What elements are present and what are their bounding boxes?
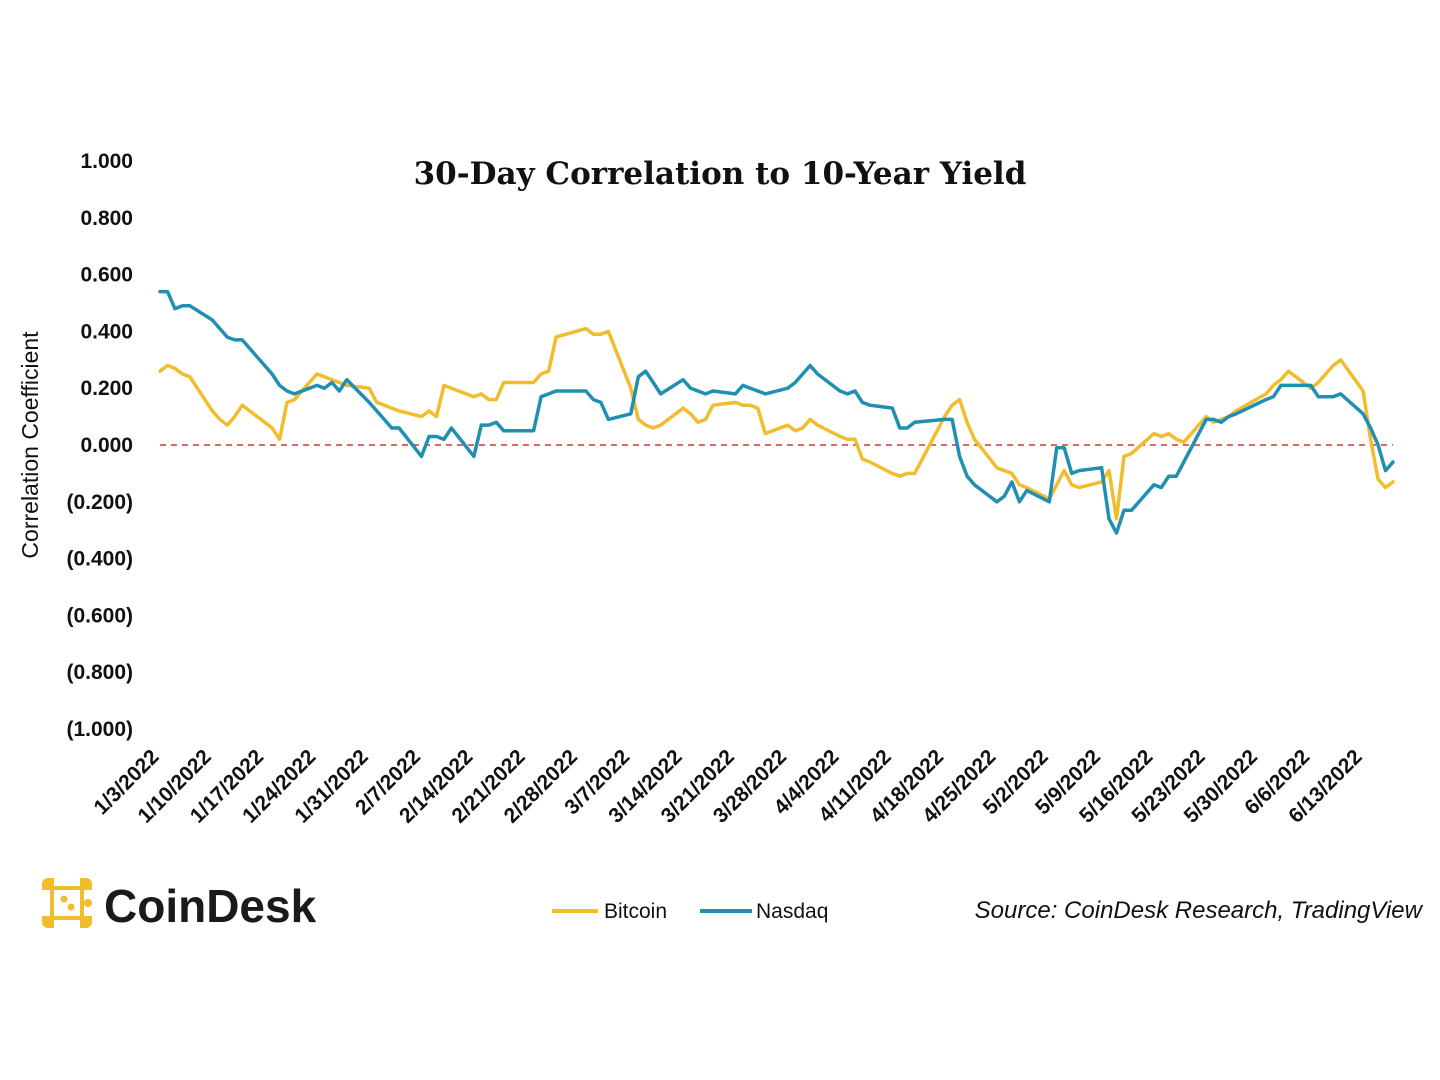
y-tick-label: 0.800 [80, 207, 133, 230]
coindesk-wordmark: CoinDesk [104, 880, 317, 932]
series-line-nasdaq [158, 289, 1395, 535]
y-tick-label: (0.400) [66, 548, 133, 571]
y-axis-label: Correlation Coefficient [17, 331, 43, 559]
y-tick-label: 0.600 [80, 264, 133, 287]
source-note: Source: CoinDesk Research, TradingView [975, 897, 1424, 924]
legend: Bitcoin Nasdaq [552, 900, 828, 923]
legend-nasdaq-label: Nasdaq [756, 900, 828, 923]
series-line-bitcoin [158, 326, 1395, 521]
y-tick-label: (1.000) [66, 718, 133, 741]
coindesk-logo: CoinDesk [42, 878, 317, 932]
legend-bitcoin-label: Bitcoin [604, 900, 667, 923]
chart-title: 30-Day Correlation to 10-Year Yield [414, 156, 1027, 192]
y-tick-label: 0.400 [80, 320, 133, 343]
y-tick-label: (0.600) [66, 604, 133, 627]
series-layer [158, 289, 1395, 535]
y-tick-label: 1.000 [80, 150, 133, 173]
y-tick-label: 0.200 [80, 377, 133, 400]
coindesk-logo-mark [42, 878, 92, 928]
y-tick-label: 0.000 [80, 434, 133, 457]
y-tick-label: (0.800) [66, 661, 133, 684]
x-axis-ticks: 1/3/20221/10/20221/17/20221/24/20221/31/… [89, 745, 1366, 827]
y-tick-label: (0.200) [66, 491, 133, 514]
y-axis-ticks: 1.000 0.800 0.600 0.400 0.200 0.000 (0.200) (0.… [66, 150, 133, 741]
